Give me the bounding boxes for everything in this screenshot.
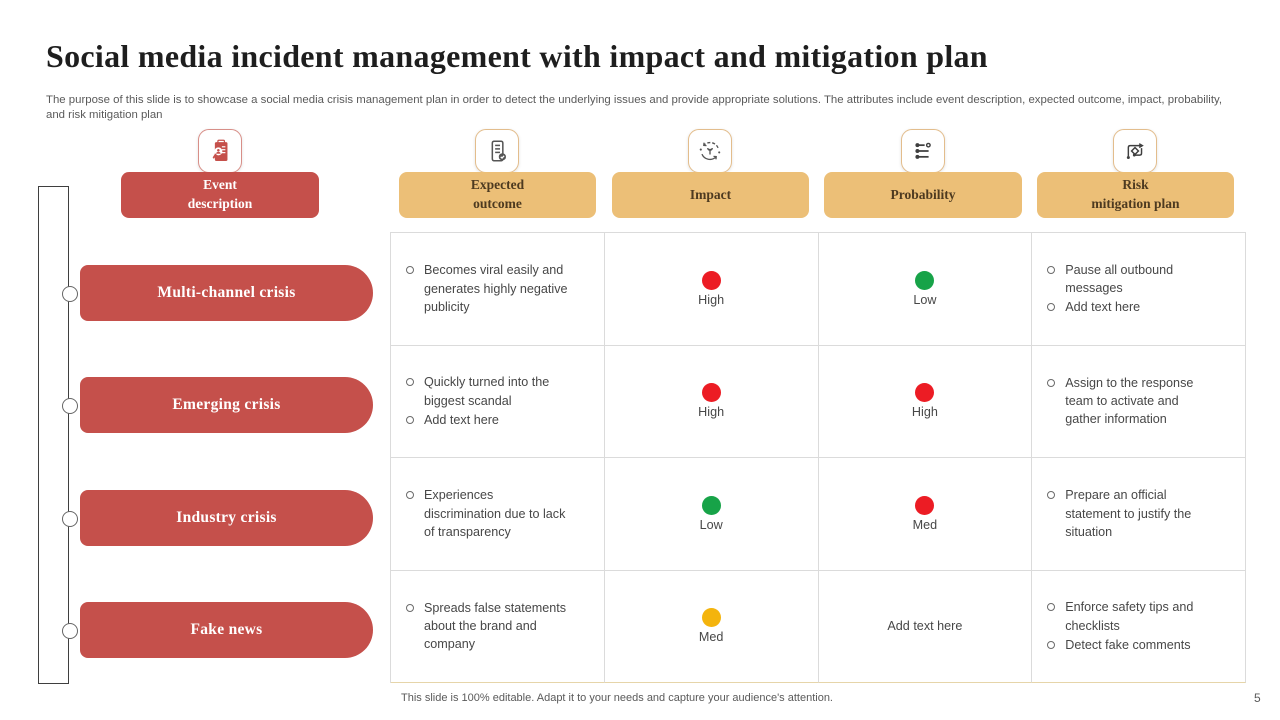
column-header-probability: Probability [824, 172, 1022, 218]
impact-level: Low [699, 517, 723, 532]
event-pill-fake-news: Fake news [80, 602, 373, 658]
cell-expected-outcome-row2: Quickly turned into the biggest scandal … [391, 345, 605, 458]
bullet-item: Detect fake comments [1044, 636, 1213, 654]
bullet-item: Pause all outbound messages [1044, 261, 1213, 298]
bullet-item: Quickly turned into the biggest scandal [403, 373, 572, 410]
cell-expected-outcome-row3: Experiences discrimination due to lack o… [391, 458, 605, 571]
impact-dot [701, 270, 721, 290]
cell-risk-mitigation-row3: Prepare an official statement to justify… [1032, 458, 1246, 571]
probability-dot [915, 270, 935, 290]
cell-expected-outcome-row1: Becomes viral easily and generates highl… [391, 233, 605, 346]
grouping-bracket [38, 186, 69, 684]
cell-impact-row1: High [604, 233, 819, 346]
column-header-event-description: Event description [121, 172, 319, 218]
page-title: Social media incident management with im… [46, 38, 988, 74]
probability-sliders-icon [915, 142, 931, 159]
column-icon-expected-outcome [475, 129, 519, 173]
impact-table: Becomes viral easily and generates highl… [390, 232, 1246, 683]
event-pill-industry-crisis: Industry crisis [80, 490, 373, 546]
impact-dot [701, 495, 721, 515]
column-icon-probability [901, 129, 945, 173]
connector-dot [62, 623, 78, 639]
probability-level: Low [913, 292, 937, 307]
cell-risk-mitigation-row2: Assign to the response team to activate … [1032, 345, 1246, 458]
cell-impact-row4: Med [604, 570, 819, 683]
page-number: 5 [1254, 691, 1261, 705]
impact-level: Med [698, 630, 724, 645]
bullet-item: Prepare an official statement to justify… [1044, 486, 1213, 541]
bullet-item: Becomes viral easily and generates highl… [403, 261, 572, 316]
impact-dot [701, 608, 721, 628]
connector-dot [62, 511, 78, 527]
incident-report-search-icon [212, 139, 228, 162]
bullet-item: Add text here [403, 411, 572, 429]
risk-flowchart-icon [1126, 143, 1144, 160]
probability-level: Add text here [887, 619, 963, 634]
impact-level: High [698, 292, 725, 307]
impact-circular-icon [699, 141, 721, 161]
impact-dot [701, 383, 721, 403]
probability-level: Med [912, 517, 938, 532]
probability-dot [915, 495, 935, 515]
column-icon-risk-mitigation [1113, 129, 1157, 173]
probability-level: High [911, 405, 938, 420]
connector-dot [62, 286, 78, 302]
connector-dot [62, 398, 78, 414]
impact-level: High [698, 405, 725, 420]
bullet-item: Spreads false statements about the brand… [403, 599, 572, 654]
cell-probability-row2: High [818, 345, 1033, 458]
column-icon-event-description [198, 129, 242, 173]
slide-description: The purpose of this slide is to showcase… [46, 94, 1222, 122]
event-pill-multi-channel-crisis: Multi-channel crisis [80, 265, 373, 321]
bullet-item: Assign to the response team to activate … [1044, 374, 1213, 429]
column-icon-impact [688, 129, 732, 173]
cell-expected-outcome-row4: Spreads false statements about the brand… [391, 570, 605, 683]
cell-risk-mitigation-row1: Pause all outbound messages Add text her… [1032, 233, 1246, 346]
event-pill-emerging-crisis: Emerging crisis [80, 377, 373, 433]
cell-probability-row3: Med [818, 458, 1033, 571]
editable-note: This slide is 100% editable. Adapt it to… [401, 692, 833, 704]
cell-risk-mitigation-row4: Enforce safety tips and checklists Detec… [1032, 570, 1246, 683]
bullet-item: Add text here [1044, 298, 1213, 316]
cell-impact-row3: Low [604, 458, 819, 571]
cell-probability-row4: Add text here [818, 570, 1033, 683]
cell-probability-row1: Low [818, 233, 1033, 346]
column-header-impact: Impact [612, 172, 809, 218]
column-header-expected-outcome: Expected outcome [399, 172, 596, 218]
probability-dot [915, 383, 935, 403]
cell-impact-row2: High [604, 345, 819, 458]
bullet-item: Experiences discrimination due to lack o… [403, 486, 572, 541]
checklist-device-icon [491, 140, 506, 162]
bullet-item: Enforce safety tips and checklists [1044, 598, 1213, 635]
column-header-risk-mitigation-plan: Risk mitigation plan [1037, 172, 1234, 218]
